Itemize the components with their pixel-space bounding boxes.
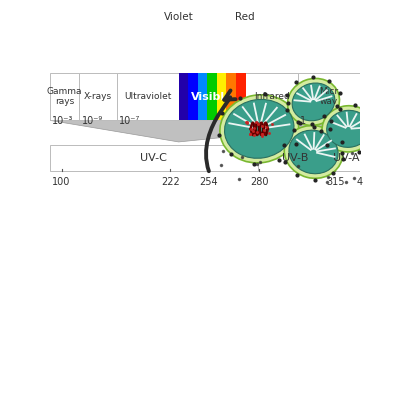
Bar	[179, 73, 245, 120]
Ellipse shape	[327, 110, 370, 147]
Bar	[298, 73, 360, 120]
Bar	[332, 145, 360, 171]
Bar	[179, 74, 188, 120]
Ellipse shape	[288, 78, 340, 125]
Ellipse shape	[220, 95, 299, 163]
Text: 280: 280	[250, 177, 268, 187]
Ellipse shape	[322, 106, 375, 152]
Text: Ultraviolet: Ultraviolet	[124, 92, 171, 101]
Text: Visible: Visible	[191, 92, 233, 102]
Bar	[188, 74, 198, 120]
Text: 315: 315	[326, 177, 344, 187]
Bar	[226, 74, 236, 120]
Text: UV-C: UV-C	[140, 153, 167, 163]
Ellipse shape	[284, 126, 343, 178]
Text: Violet: Violet	[164, 12, 194, 22]
FancyArrowPatch shape	[206, 90, 236, 171]
Bar	[198, 74, 208, 120]
Text: 10⁻⁹: 10⁻⁹	[82, 116, 103, 126]
Bar	[258, 145, 332, 171]
Text: 1: 1	[300, 116, 306, 126]
Text: 100: 100	[52, 177, 71, 187]
Text: Micr
wav: Micr wav	[320, 87, 338, 106]
Bar	[117, 73, 179, 120]
Ellipse shape	[289, 130, 338, 174]
Bar	[217, 74, 227, 120]
Bar	[80, 73, 117, 120]
Bar	[50, 145, 258, 171]
Ellipse shape	[292, 83, 335, 121]
Text: Infrared: Infrared	[254, 92, 290, 101]
Text: Red: Red	[236, 12, 255, 22]
Bar	[50, 73, 80, 120]
Text: UV-B: UV-B	[282, 153, 308, 163]
Text: 254: 254	[200, 177, 218, 187]
Bar	[207, 74, 217, 120]
Text: 10⁻³: 10⁻³	[52, 116, 74, 126]
Bar	[236, 74, 246, 120]
Polygon shape	[50, 119, 360, 142]
Text: Gamma
rays: Gamma rays	[47, 87, 82, 106]
Text: UV-A: UV-A	[333, 153, 359, 163]
Text: X-rays: X-rays	[84, 92, 112, 101]
Text: 222: 222	[161, 177, 180, 187]
Ellipse shape	[224, 100, 294, 158]
Text: 4: 4	[356, 177, 362, 187]
Text: 10⁻⁷: 10⁻⁷	[119, 116, 140, 126]
Bar	[245, 73, 298, 120]
